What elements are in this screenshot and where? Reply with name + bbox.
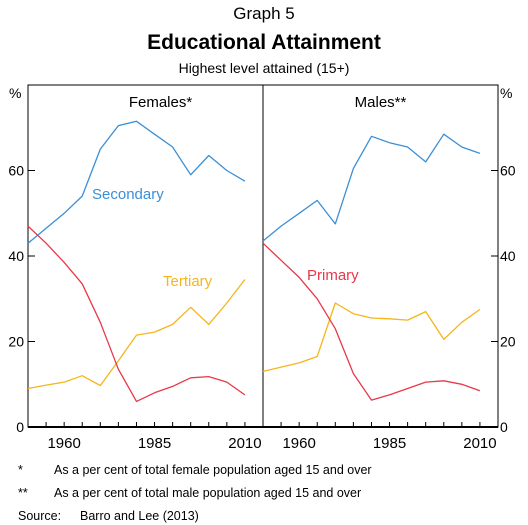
x-tick-label: 1960 xyxy=(282,435,315,452)
series-line-primary xyxy=(27,225,246,403)
footnote-mark: ** xyxy=(18,486,28,500)
footnote-text: As a per cent of total male population a… xyxy=(54,486,362,500)
x-tick-label: 1985 xyxy=(373,435,406,452)
series-label-tertiary: Tertiary xyxy=(163,273,213,290)
source-label: Source: xyxy=(18,509,62,523)
series-label-secondary: Secondary xyxy=(92,186,164,203)
series-line-primary xyxy=(262,242,481,401)
footnote-male: ** As a per cent of total male populatio… xyxy=(0,486,528,502)
x-tick-label: 1985 xyxy=(138,435,171,452)
y-tick-label-left: 20 xyxy=(8,334,24,350)
source-note: Source: Barro and Lee (2013) xyxy=(0,509,528,525)
y-tick-label-right: 40 xyxy=(500,248,516,264)
y-tick-label-right: 60 xyxy=(500,163,516,179)
footnote-mark: * xyxy=(18,463,23,477)
series-line-tertiary xyxy=(262,302,481,373)
y-unit-right: % xyxy=(500,85,512,101)
footnote-female: * As a per cent of total female populati… xyxy=(0,463,528,479)
series-line-secondary xyxy=(27,120,246,244)
series-line-tertiary xyxy=(27,279,246,390)
panel-title: Females* xyxy=(129,94,193,111)
y-tick-label-right: 20 xyxy=(500,334,516,350)
y-tick-label-left: 0 xyxy=(16,419,24,435)
series-line-secondary xyxy=(262,133,481,242)
x-tick-label: 2010 xyxy=(463,435,496,452)
x-tick-label: 1960 xyxy=(47,435,80,452)
chart-area: % % 0 0 20 20 40 40 60 60 1960 1985 2010 Females* 1960… xyxy=(8,84,516,452)
y-tick-label-left: 40 xyxy=(8,248,24,264)
series-label-primary: Primary xyxy=(307,267,359,284)
y-tick-label-right: 0 xyxy=(500,419,508,435)
footnote-text: As a per cent of total female population… xyxy=(54,463,372,477)
source-text: Barro and Lee (2013) xyxy=(80,509,199,523)
graph-label: Graph 5 xyxy=(233,4,295,23)
x-tick-label: 2010 xyxy=(228,435,261,452)
chart-title: Educational Attainment xyxy=(147,31,381,54)
y-tick-label-left: 60 xyxy=(8,163,24,179)
panel-title: Males** xyxy=(355,94,407,111)
chart-subtitle: Highest level attained (15+) xyxy=(178,60,350,76)
y-unit-left: % xyxy=(9,85,21,101)
